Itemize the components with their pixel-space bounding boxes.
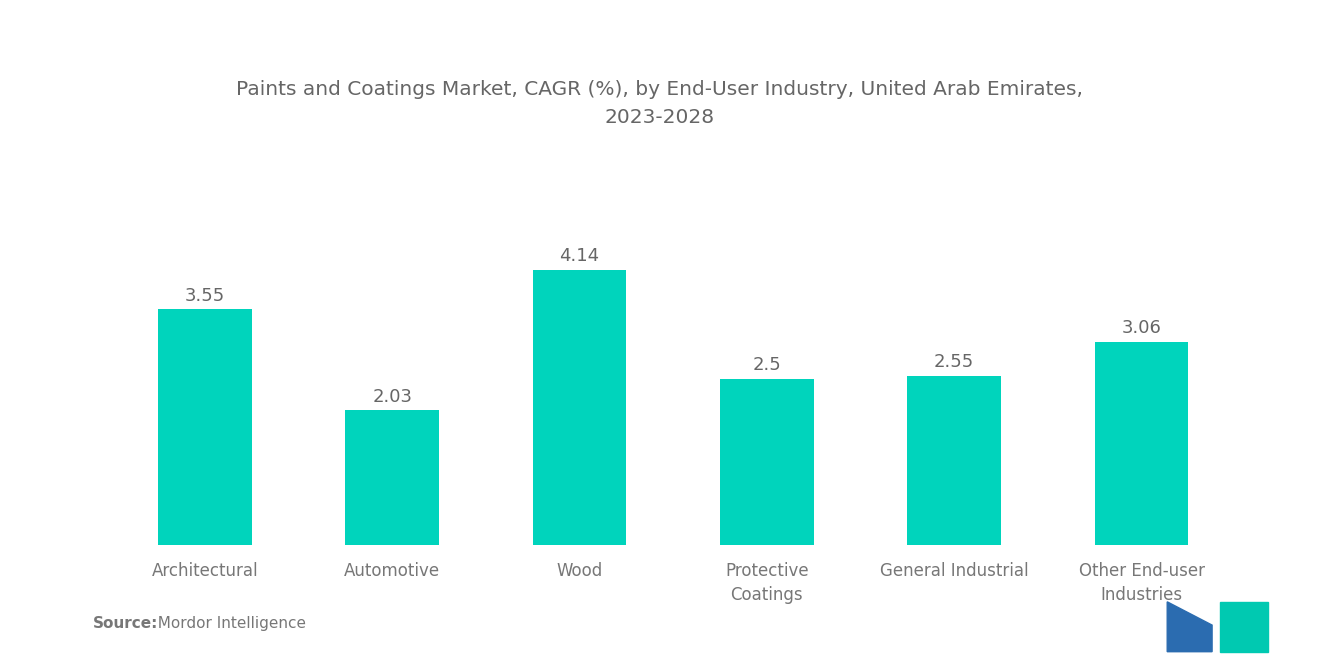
- Bar: [533, 270, 627, 545]
- Text: Mordor Intelligence: Mordor Intelligence: [148, 616, 306, 632]
- Text: 2.5: 2.5: [752, 356, 781, 374]
- Polygon shape: [1220, 602, 1269, 652]
- Polygon shape: [1167, 602, 1212, 652]
- Text: 4.14: 4.14: [560, 247, 599, 265]
- Bar: [1094, 342, 1188, 545]
- Text: Paints and Coatings Market, CAGR (%), by End-User Industry, United Arab Emirates: Paints and Coatings Market, CAGR (%), by…: [236, 80, 1084, 127]
- Bar: [907, 376, 1001, 545]
- Bar: [158, 309, 252, 545]
- Text: 3.06: 3.06: [1122, 319, 1162, 337]
- Text: Source:: Source:: [92, 616, 158, 632]
- Text: 3.55: 3.55: [185, 287, 224, 305]
- Bar: [346, 410, 440, 545]
- Text: 2.55: 2.55: [935, 353, 974, 371]
- Text: 2.03: 2.03: [372, 388, 412, 406]
- Bar: [719, 379, 813, 545]
